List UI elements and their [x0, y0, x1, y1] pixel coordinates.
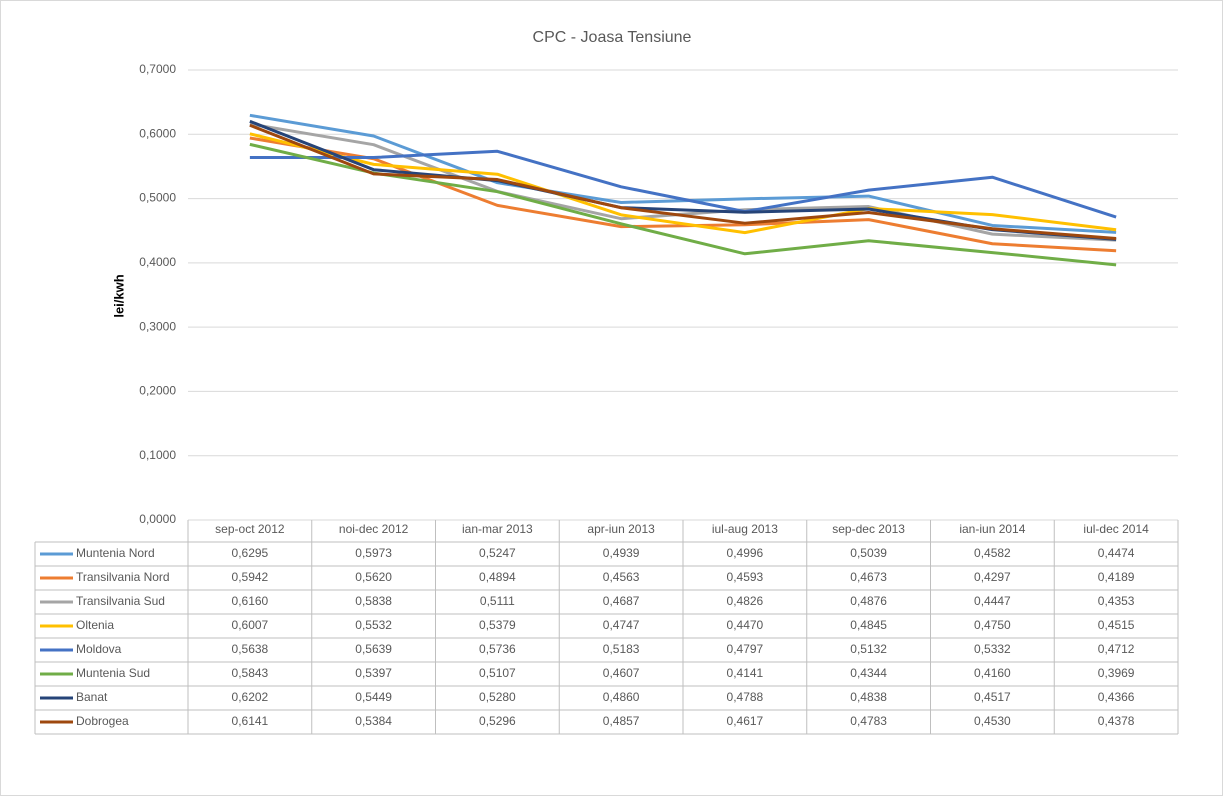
- table-cell: 0,6202: [232, 690, 269, 704]
- legend-label: Dobrogea: [76, 714, 129, 728]
- table-cell: 0,4474: [1098, 546, 1135, 560]
- table-cell: 0,5296: [479, 714, 516, 728]
- y-tick-label: 0,2000: [139, 384, 176, 398]
- table-cell: 0,5973: [355, 546, 392, 560]
- table-cell: 0,5107: [479, 666, 516, 680]
- legend-label: Muntenia Sud: [76, 666, 150, 680]
- table-cell: 0,5397: [355, 666, 392, 680]
- table-cell: 0,4797: [727, 642, 764, 656]
- table-cell: 0,4160: [974, 666, 1011, 680]
- table-cell: 0,4563: [603, 570, 640, 584]
- table-cell: 0,5132: [850, 642, 887, 656]
- series-line: [249, 132, 1117, 235]
- legend-label: Moldova: [76, 642, 122, 656]
- y-tick-label: 0,7000: [139, 62, 176, 76]
- table-cell: 0,3969: [1098, 666, 1135, 680]
- table-cell: 0,4517: [974, 690, 1011, 704]
- table-cell: 0,4297: [974, 570, 1011, 584]
- series-line: [249, 123, 1117, 241]
- table-cell: 0,4860: [603, 690, 640, 704]
- x-tick-label: noi-dec 2012: [339, 522, 409, 536]
- table-cell: 0,4750: [974, 618, 1011, 632]
- table-cell: 0,4783: [850, 714, 887, 728]
- y-tick-label: 0,5000: [139, 191, 176, 205]
- table-cell: 0,4366: [1098, 690, 1135, 704]
- table-cell: 0,4826: [727, 594, 764, 608]
- table-cell: 0,5620: [355, 570, 392, 584]
- table-cell: 0,5838: [355, 594, 392, 608]
- table-cell: 0,5638: [232, 642, 269, 656]
- table-cell: 0,4845: [850, 618, 887, 632]
- table-cell: 0,5183: [603, 642, 640, 656]
- chart-title: CPC - Joasa Tensiune: [533, 29, 692, 46]
- table-cell: 0,6141: [232, 714, 269, 728]
- table-cell: 0,4712: [1098, 642, 1135, 656]
- table-cell: 0,5039: [850, 546, 887, 560]
- table-cell: 0,6295: [232, 546, 269, 560]
- table-cell: 0,5532: [355, 618, 392, 632]
- table-cell: 0,5736: [479, 642, 516, 656]
- table-cell: 0,4447: [974, 594, 1011, 608]
- legend-label: Transilvania Sud: [76, 594, 165, 608]
- x-tick-label: sep-dec 2013: [832, 522, 905, 536]
- y-tick-label: 0,6000: [139, 126, 176, 140]
- table-cell: 0,4582: [974, 546, 1011, 560]
- y-tick-label: 0,0000: [139, 512, 176, 526]
- table-cell: 0,4673: [850, 570, 887, 584]
- x-tick-label: iul-dec 2014: [1083, 522, 1149, 536]
- table-cell: 0,4378: [1098, 714, 1135, 728]
- x-tick-label: sep-oct 2012: [215, 522, 285, 536]
- legend-label: Oltenia: [76, 618, 114, 632]
- table-cell: 0,5111: [480, 594, 515, 608]
- series-line: [249, 149, 1117, 219]
- table-cell: 0,4788: [727, 690, 764, 704]
- table-cell: 0,5384: [355, 714, 392, 728]
- legend-label: Transilvania Nord: [76, 570, 170, 584]
- table-cell: 0,4687: [603, 594, 640, 608]
- table-cell: 0,5379: [479, 618, 516, 632]
- table-cell: 0,5332: [974, 642, 1011, 656]
- table-cell: 0,6007: [232, 618, 269, 632]
- table-cell: 0,4857: [603, 714, 640, 728]
- legend-label: Muntenia Nord: [76, 546, 155, 560]
- table-cell: 0,5280: [479, 690, 516, 704]
- y-tick-label: 0,4000: [139, 255, 176, 269]
- y-tick-label: 0,1000: [139, 448, 176, 462]
- legend-label: Banat: [76, 690, 108, 704]
- table-cell: 0,4996: [727, 546, 764, 560]
- table-cell: 0,4894: [479, 570, 516, 584]
- table-cell: 0,5843: [232, 666, 269, 680]
- x-tick-label: apr-iun 2013: [587, 522, 655, 536]
- table-cell: 0,4838: [850, 690, 887, 704]
- table-cell: 0,4344: [850, 666, 887, 680]
- table-cell: 0,5942: [232, 570, 269, 584]
- table-cell: 0,4747: [603, 618, 640, 632]
- table-cell: 0,5639: [355, 642, 392, 656]
- table-cell: 0,4470: [727, 618, 764, 632]
- table-cell: 0,4353: [1098, 594, 1135, 608]
- table-cell: 0,4515: [1098, 618, 1135, 632]
- x-tick-label: iul-aug 2013: [712, 522, 778, 536]
- table-cell: 0,4617: [727, 714, 764, 728]
- table-cell: 0,6160: [232, 594, 269, 608]
- table-cell: 0,4876: [850, 594, 887, 608]
- table-cell: 0,5247: [479, 546, 516, 560]
- x-tick-label: ian-iun 2014: [959, 522, 1025, 536]
- y-tick-label: 0,3000: [139, 319, 176, 333]
- table-cell: 0,4141: [727, 666, 764, 680]
- y-axis-label: lei/kwh: [111, 274, 126, 317]
- x-tick-label: ian-mar 2013: [462, 522, 533, 536]
- table-cell: 0,4607: [603, 666, 640, 680]
- table-cell: 0,4593: [727, 570, 764, 584]
- table-cell: 0,4189: [1098, 570, 1135, 584]
- table-cell: 0,4939: [603, 546, 640, 560]
- table-cell: 0,4530: [974, 714, 1011, 728]
- table-cell: 0,5449: [355, 690, 392, 704]
